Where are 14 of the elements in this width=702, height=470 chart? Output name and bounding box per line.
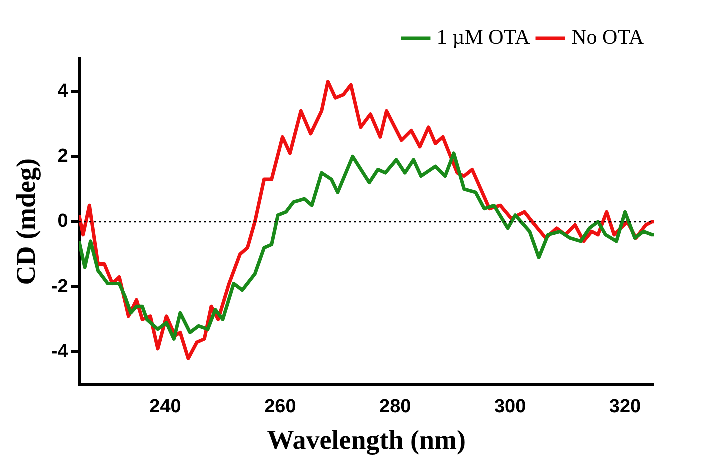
- x-tick-label: 260: [264, 396, 296, 418]
- x-tick-label: 320: [609, 396, 642, 418]
- y-tick-label: -2: [51, 276, 68, 298]
- y-tick-label: -4: [51, 341, 69, 362]
- x-tick-label: 240: [150, 396, 182, 418]
- x-tick-label: 300: [494, 396, 526, 418]
- x-axis-title: Wavelength (nm): [267, 424, 466, 455]
- y-tick-label: 0: [58, 211, 68, 232]
- y-axis-title: CD (mdeg): [11, 158, 42, 286]
- legend-label: No OTA: [572, 25, 645, 50]
- x-tick-label: 280: [380, 396, 412, 418]
- y-tick-label: 2: [58, 146, 68, 167]
- legend-label: 1 µM OTA: [436, 25, 531, 50]
- y-tick-label: 4: [58, 80, 69, 102]
